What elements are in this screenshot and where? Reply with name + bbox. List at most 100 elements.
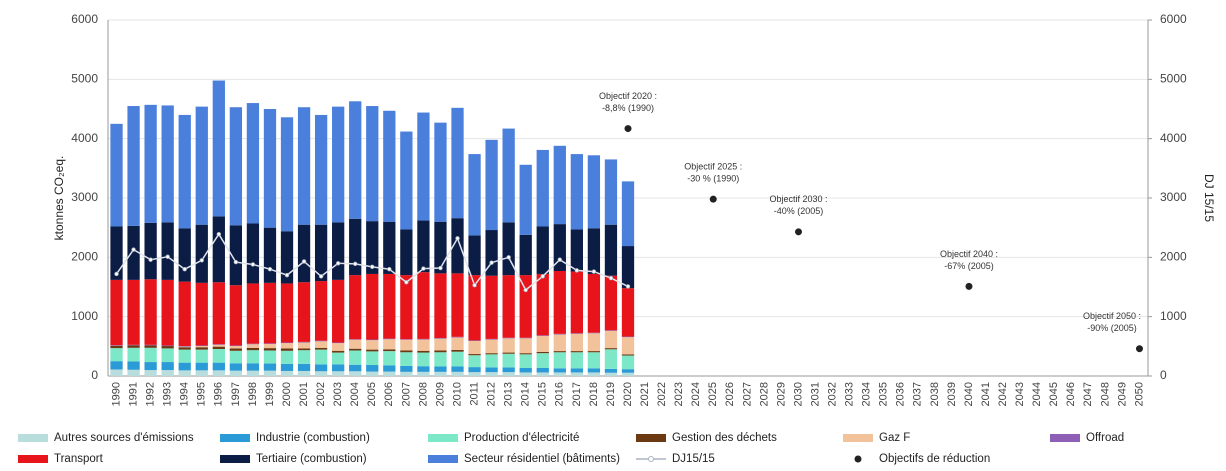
x-tick-label: 2003 bbox=[332, 382, 344, 406]
bar-segment bbox=[536, 335, 549, 336]
bar-segment bbox=[110, 361, 123, 370]
bar-segment bbox=[417, 350, 430, 353]
bar-segment bbox=[349, 371, 362, 376]
bar-segment bbox=[366, 273, 379, 340]
bar-segment bbox=[400, 352, 413, 366]
bar-segment bbox=[178, 370, 191, 376]
legend-label: Objectifs de réduction bbox=[879, 453, 990, 465]
bar-segment bbox=[332, 222, 345, 280]
line-point bbox=[267, 267, 273, 272]
bar-segment bbox=[468, 355, 481, 368]
legend-label: Offroad bbox=[1086, 432, 1124, 444]
bar-segment bbox=[468, 372, 481, 376]
bar-segment bbox=[383, 371, 396, 376]
bar-segment bbox=[451, 337, 464, 350]
annotation: Objectif 2025 : bbox=[684, 162, 742, 172]
bar-segment bbox=[468, 340, 481, 355]
y2-tick-label: 6000 bbox=[1160, 12, 1187, 26]
x-tick-label: 2024 bbox=[690, 382, 702, 406]
bar-segment bbox=[161, 345, 174, 347]
bar-segment bbox=[451, 273, 464, 337]
bar-segment bbox=[314, 341, 328, 348]
x-tick-label: 2018 bbox=[588, 382, 600, 406]
bar-segment bbox=[485, 338, 498, 340]
legend-label: Transport bbox=[54, 453, 104, 465]
bar-segment bbox=[314, 114, 328, 225]
bar-segment bbox=[314, 371, 328, 376]
x-tick-label: 2004 bbox=[349, 382, 361, 406]
legend-swatch bbox=[428, 434, 458, 442]
objective-point bbox=[624, 125, 632, 133]
x-tick-label: 2045 bbox=[1048, 382, 1060, 406]
bar-segment bbox=[502, 372, 515, 376]
bar-segment bbox=[314, 347, 328, 350]
bar-segment bbox=[195, 349, 208, 363]
bar-segment bbox=[195, 282, 208, 346]
bar-segment bbox=[366, 365, 379, 372]
bar-segment bbox=[604, 159, 618, 225]
x-tick-label: 1996 bbox=[213, 382, 225, 406]
annotation: Objectif 2050 : bbox=[1083, 311, 1141, 321]
x-tick-label: 2029 bbox=[775, 382, 787, 406]
bar-segment bbox=[161, 348, 174, 363]
bar-segment bbox=[314, 349, 328, 365]
line-point bbox=[608, 275, 614, 281]
bar-segment bbox=[332, 343, 345, 351]
bar-segment bbox=[263, 363, 277, 371]
bar-segment bbox=[280, 363, 294, 371]
legend-label: Secteur résidentiel (bâtiments) bbox=[464, 453, 620, 465]
bar-segment bbox=[280, 117, 294, 232]
x-tick-label: 2011 bbox=[468, 382, 480, 406]
bar-segment bbox=[366, 340, 379, 350]
bar-segment bbox=[349, 101, 362, 219]
bar-segment bbox=[229, 370, 243, 376]
x-tick-label: 1998 bbox=[247, 382, 259, 406]
line-point bbox=[148, 257, 153, 262]
line-point bbox=[421, 266, 426, 271]
bar-segment bbox=[587, 351, 601, 353]
line-point bbox=[199, 258, 204, 263]
bar-segment bbox=[212, 216, 225, 283]
legend-swatch bbox=[636, 434, 666, 442]
bar-segment bbox=[434, 221, 447, 274]
bar-segment bbox=[570, 154, 583, 230]
bar-segment bbox=[400, 339, 413, 351]
y2-axis-title: DJ 15/15 bbox=[1202, 174, 1216, 222]
bar-segment bbox=[604, 275, 618, 331]
bar-segment bbox=[485, 275, 498, 339]
bar-segment bbox=[280, 350, 294, 364]
bar-segment bbox=[451, 371, 464, 376]
bar-segment bbox=[127, 347, 140, 362]
bar-segment bbox=[161, 362, 174, 371]
bar-segment bbox=[229, 348, 243, 351]
bar-segment bbox=[519, 275, 532, 338]
bar-segment bbox=[229, 345, 243, 347]
bar-segment bbox=[536, 367, 549, 373]
x-tick-label: 2036 bbox=[895, 382, 907, 406]
bar-segment bbox=[536, 226, 549, 274]
bar-segment bbox=[604, 348, 618, 350]
bar-segment bbox=[570, 333, 583, 334]
bar-segment bbox=[621, 372, 635, 376]
bar-segment bbox=[519, 372, 532, 376]
bar-segment bbox=[297, 224, 311, 283]
legend-swatch bbox=[648, 456, 654, 462]
bar-segment bbox=[468, 367, 481, 373]
bar-segment bbox=[553, 334, 566, 352]
bar-segment bbox=[229, 285, 243, 346]
bar-segment bbox=[263, 227, 277, 283]
bar-segment bbox=[587, 332, 601, 334]
legend-swatch bbox=[854, 455, 862, 463]
bar-segment bbox=[195, 106, 208, 225]
bar-segment bbox=[383, 221, 396, 274]
bar-segment bbox=[212, 370, 225, 376]
bar-segment bbox=[297, 350, 311, 364]
line-point bbox=[114, 271, 119, 277]
bar-segment bbox=[434, 350, 447, 353]
bar-segment bbox=[570, 352, 583, 369]
bar-segment bbox=[468, 340, 481, 341]
x-tick-label: 2010 bbox=[451, 382, 463, 406]
bar-segment bbox=[621, 336, 635, 338]
bar-segment bbox=[553, 224, 566, 271]
bar-segment bbox=[195, 346, 208, 348]
